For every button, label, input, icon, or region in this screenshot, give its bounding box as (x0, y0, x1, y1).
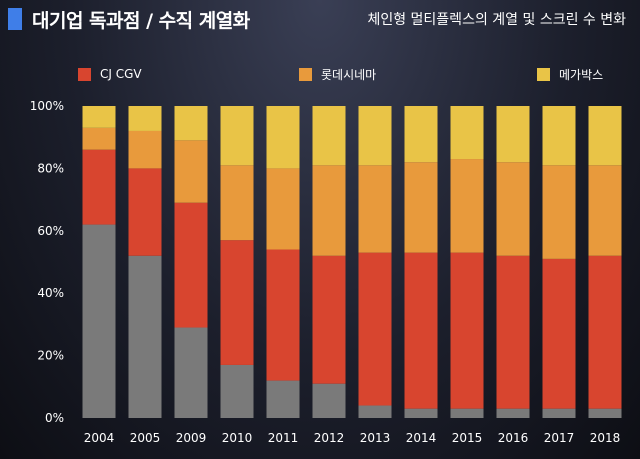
bar-segment-other-2015 (450, 408, 484, 418)
header-accent-mark (8, 8, 22, 30)
bar-segment-cj-cgv-2016 (496, 255, 530, 409)
y-tick-label: 80% (37, 161, 64, 175)
bar-segment-megabox-2010 (220, 106, 254, 166)
bar-segment-lotte-2016 (496, 162, 530, 256)
bar-segment-megabox-2017 (542, 106, 576, 166)
bar-segment-other-2004 (82, 224, 116, 418)
x-tick-label-2010: 2010 (222, 431, 253, 445)
bar-segment-lotte-2005 (128, 130, 162, 169)
bar-segment-megabox-2005 (128, 106, 162, 131)
bar-segment-megabox-2012 (312, 106, 346, 166)
bar-segment-other-2017 (542, 408, 576, 418)
x-tick-label-2012: 2012 (314, 431, 345, 445)
bar-segment-cj-cgv-2012 (312, 255, 346, 384)
legend-label-lotte: 롯데시네마 (321, 67, 377, 82)
bar-segment-lotte-2012 (312, 165, 346, 256)
chart-subtitle: 체인형 멀티플렉스의 계열 및 스크린 수 변화 (367, 12, 626, 28)
x-tick-label-2015: 2015 (452, 431, 483, 445)
y-tick-label: 0% (45, 411, 64, 425)
legend-item-cj-cgv: CJ CGV (78, 66, 142, 82)
bar-segment-megabox-2011 (266, 106, 300, 169)
bar-segment-lotte-2011 (266, 168, 300, 250)
bar-segment-lotte-2013 (358, 165, 392, 253)
x-tick-label-2013: 2013 (360, 431, 391, 445)
x-tick-label-2018: 2018 (590, 431, 621, 445)
bar-segment-megabox-2016 (496, 106, 530, 163)
bar-segment-lotte-2009 (174, 140, 208, 203)
bar-segment-cj-cgv-2010 (220, 240, 254, 365)
bar-segment-cj-cgv-2013 (358, 252, 392, 406)
bar-segment-lotte-2010 (220, 165, 254, 241)
legend-swatch-megabox (537, 67, 550, 81)
bar-segment-other-2010 (220, 364, 254, 418)
bar-segment-other-2005 (128, 255, 162, 418)
bar-segment-cj-cgv-2015 (450, 252, 484, 409)
x-tick-label-2014: 2014 (406, 431, 437, 445)
bar-segment-other-2014 (404, 408, 438, 418)
bar-segment-megabox-2018 (588, 106, 622, 166)
bar-segment-cj-cgv-2017 (542, 258, 576, 409)
bar-segment-lotte-2017 (542, 165, 576, 259)
bar-segment-megabox-2013 (358, 106, 392, 166)
bar-segment-cj-cgv-2014 (404, 252, 438, 409)
legend-label-megabox: 메가박스 (559, 67, 604, 82)
legend-label-cj-cgv: CJ CGV (100, 67, 142, 81)
chart-title: 대기업 독과점 / 수직 계열화 (32, 10, 250, 32)
bar-segment-megabox-2004 (82, 106, 116, 128)
bar-segment-lotte-2015 (450, 159, 484, 253)
x-tick-label-2011: 2011 (268, 431, 299, 445)
x-tick-label-2017: 2017 (544, 431, 575, 445)
bar-segment-other-2011 (266, 380, 300, 418)
x-tick-label-2004: 2004 (84, 431, 115, 445)
legend-item-megabox: 메가박스 (537, 66, 603, 82)
y-tick-label: 40% (37, 286, 64, 300)
bar-segment-cj-cgv-2004 (82, 149, 116, 225)
x-tick-label-2009: 2009 (176, 431, 207, 445)
bar-segment-lotte-2004 (82, 127, 116, 150)
legend-swatch-cj-cgv (78, 67, 91, 81)
bar-segment-other-2012 (312, 383, 346, 418)
bar-segment-other-2009 (174, 327, 208, 418)
bar-segment-lotte-2018 (588, 165, 622, 256)
bar-segment-other-2016 (496, 408, 530, 418)
bar-segment-megabox-2009 (174, 106, 208, 141)
bar-segment-megabox-2015 (450, 106, 484, 160)
bar-segment-megabox-2014 (404, 106, 438, 163)
x-tick-label-2016: 2016 (498, 431, 529, 445)
header: 대기업 독과점 / 수직 계열화 체인형 멀티플렉스의 계열 및 스크린 수 변… (0, 0, 640, 40)
bar-segment-other-2013 (358, 405, 392, 418)
bar-segment-cj-cgv-2005 (128, 168, 162, 256)
legend-swatch-lotte (299, 67, 312, 81)
bar-segment-lotte-2014 (404, 162, 438, 253)
bar-segment-cj-cgv-2018 (588, 255, 622, 409)
y-tick-label: 60% (37, 224, 64, 238)
bar-segment-other-2018 (588, 408, 622, 418)
bar-segment-cj-cgv-2009 (174, 202, 208, 328)
y-tick-label: 100% (30, 99, 64, 113)
x-tick-label-2005: 2005 (130, 431, 161, 445)
y-tick-label: 20% (37, 349, 64, 363)
legend-item-lotte: 롯데시네마 (299, 66, 376, 82)
bar-segment-cj-cgv-2011 (266, 249, 300, 381)
